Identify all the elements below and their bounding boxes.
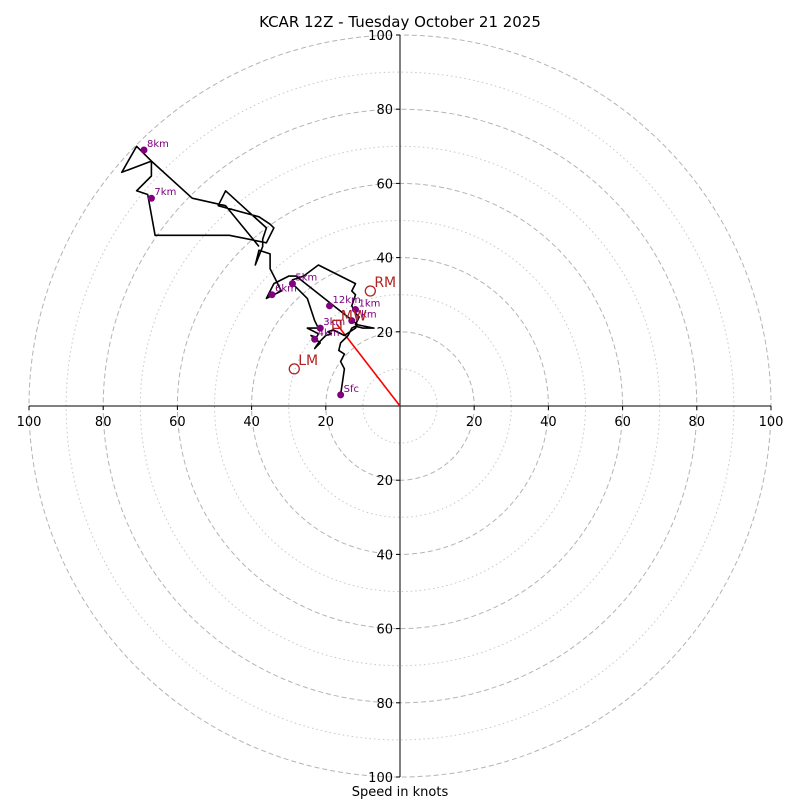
height-label-12km: 12km bbox=[333, 295, 361, 306]
x-tick-label: 60 bbox=[614, 415, 631, 430]
height-label-sfc: Sfc bbox=[344, 384, 359, 395]
y-tick-label: 60 bbox=[376, 623, 393, 638]
y-tick-label: 60 bbox=[376, 177, 393, 192]
height-label-1km: 1km bbox=[358, 299, 380, 310]
height-marker-3km bbox=[316, 324, 324, 332]
x-tick-label: 100 bbox=[17, 415, 42, 430]
y-tick-label: 80 bbox=[376, 103, 393, 118]
y-tick-label: 100 bbox=[368, 771, 393, 786]
height-label-7km: 7km bbox=[154, 187, 176, 198]
height-marker-2km bbox=[348, 317, 356, 325]
y-tick-label: 100 bbox=[368, 29, 393, 44]
height-label-2km: 2km bbox=[355, 310, 377, 321]
y-tick-label: 20 bbox=[376, 326, 393, 341]
storm-motion-markers: RM LM MW bbox=[288, 275, 396, 375]
height-label-6km: 6km bbox=[275, 284, 297, 295]
x-tick-label: 40 bbox=[243, 415, 260, 430]
y-tick-label: 80 bbox=[376, 697, 393, 712]
height-marker-5km bbox=[288, 280, 296, 288]
storm-motion-rm bbox=[364, 285, 376, 297]
storm-motion-mw bbox=[332, 319, 342, 330]
height-marker-1km bbox=[351, 306, 359, 314]
x-tick-label: 40 bbox=[540, 415, 557, 430]
height-marker-4km bbox=[311, 335, 319, 343]
height-marker-12km bbox=[326, 302, 334, 310]
y-tick-label: 20 bbox=[376, 474, 393, 489]
x-axis-label: Speed in knots bbox=[352, 785, 449, 800]
storm-motion-label-mw: MW bbox=[341, 308, 367, 324]
storm-motion-label-lm: LM bbox=[298, 353, 318, 369]
shear-vector-layer bbox=[336, 323, 401, 407]
height-marker-sfc bbox=[337, 391, 345, 399]
height-label-8km: 8km bbox=[147, 139, 169, 150]
height-label-5km: 5km bbox=[295, 273, 317, 284]
y-tick-label: 40 bbox=[376, 548, 393, 563]
hodograph-trace bbox=[121, 145, 375, 396]
wind-trace-layer bbox=[121, 145, 375, 396]
shear-vector bbox=[336, 323, 401, 407]
x-tick-label: 80 bbox=[689, 415, 706, 430]
height-marker-8km bbox=[140, 146, 148, 154]
axis-tick-labels: 100 100 100 100 80 80 80 80 60 60 60 60 40 40 40 40 20 20… bbox=[17, 29, 784, 786]
storm-motion-label-rm: RM bbox=[374, 275, 396, 291]
x-tick-label: 20 bbox=[318, 415, 335, 430]
height-marker-6km bbox=[268, 291, 276, 299]
x-tick-label: 80 bbox=[95, 415, 112, 430]
x-tick-label: 60 bbox=[169, 415, 186, 430]
height-label-4km: 4km bbox=[318, 328, 340, 339]
chart-title: KCAR 12Z - Tuesday October 21 2025 bbox=[259, 13, 541, 31]
height-label-3km: 3km bbox=[323, 317, 345, 328]
y-tick-label: 40 bbox=[376, 252, 393, 267]
storm-motion-lm bbox=[288, 363, 300, 375]
x-tick-label: 20 bbox=[466, 415, 483, 430]
height-marker-7km bbox=[147, 194, 155, 202]
x-tick-label: 100 bbox=[759, 415, 784, 430]
